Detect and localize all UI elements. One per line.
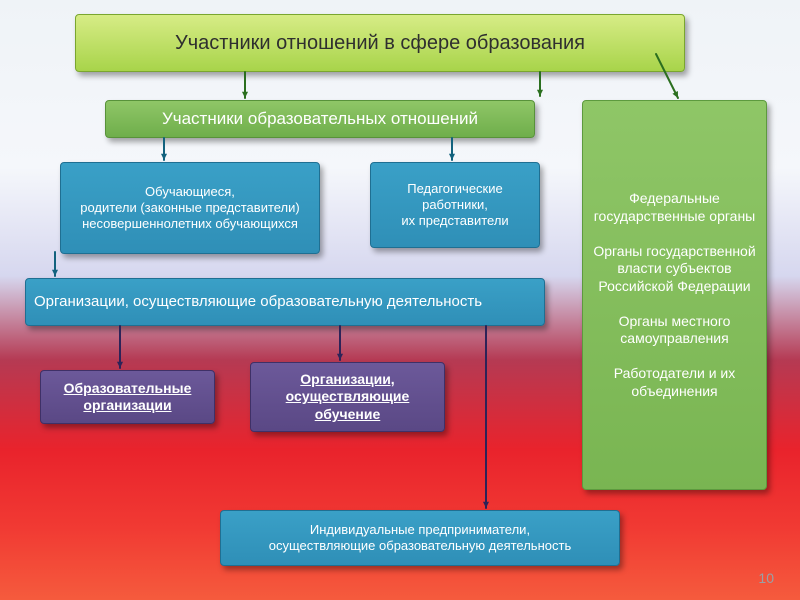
node-sub-label: Участники образовательных отношений — [162, 108, 478, 129]
node-ip-label: Индивидуальные предприниматели, осуществ… — [269, 522, 571, 555]
node-federal: Федеральные государственные органы Орган… — [582, 100, 767, 490]
node-title-label: Участники отношений в сфере образования — [175, 31, 585, 56]
page-number: 10 — [758, 570, 774, 586]
node-eduorgs-label: Образовательные организации — [49, 380, 206, 415]
node-eduorgs: Образовательные организации — [40, 370, 215, 424]
node-teachers-label: Педагогические работники, их представите… — [379, 181, 531, 230]
node-learners-label: Обучающиеся, родители (законные представ… — [80, 184, 300, 233]
arrow-7 — [333, 319, 347, 367]
arrow-8 — [479, 319, 493, 515]
node-teachers: Педагогические работники, их представите… — [370, 162, 540, 248]
node-ip: Индивидуальные предприниматели, осуществ… — [220, 510, 620, 566]
node-training: Организации, осуществляющие обучение — [250, 362, 445, 432]
node-title: Участники отношений в сфере образования — [75, 14, 685, 72]
node-orgs-label: Организации, осуществляющие образователь… — [34, 293, 482, 312]
node-federal-label: Федеральные государственные органы Орган… — [591, 190, 758, 400]
node-sub: Участники образовательных отношений — [105, 100, 535, 138]
diagram-canvas: Участники отношений в сфере образования У… — [0, 0, 800, 600]
arrow-6 — [113, 319, 127, 375]
node-orgs: Организации, осуществляющие образователь… — [25, 278, 545, 326]
node-training-label: Организации, осуществляющие обучение — [259, 371, 436, 424]
node-learners: Обучающиеся, родители (законные представ… — [60, 162, 320, 254]
